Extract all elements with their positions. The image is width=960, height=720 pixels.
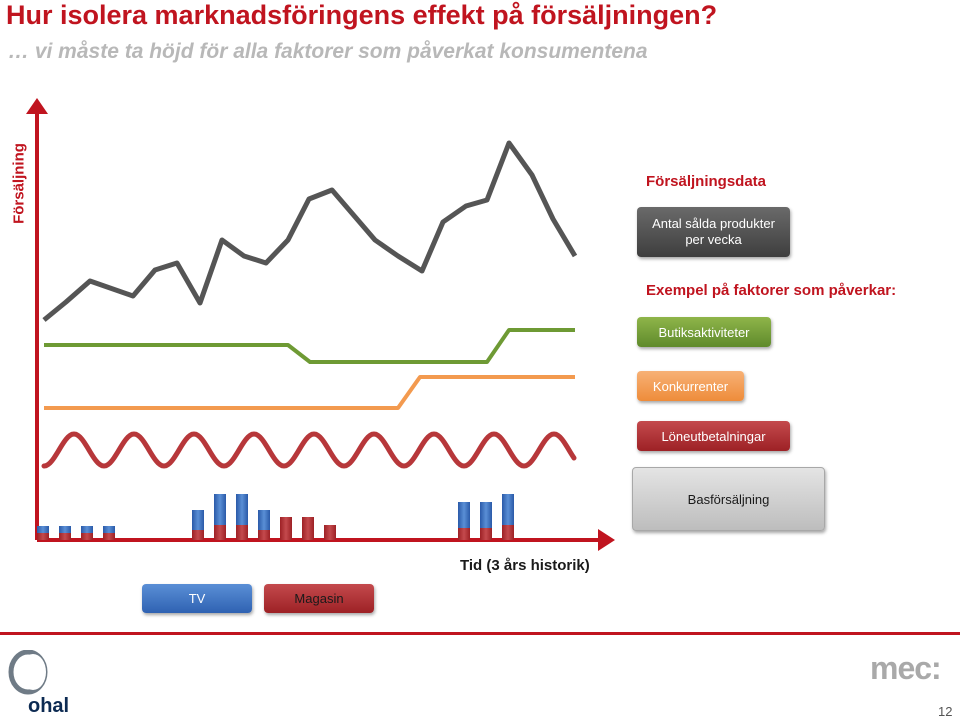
x-axis-label: Tid (3 års historik) xyxy=(460,557,590,574)
tv-bar xyxy=(236,494,248,540)
tv-bar xyxy=(37,526,49,540)
page-title: Hur isolera marknadsföringens effekt på … xyxy=(6,0,718,30)
base-sales-label: Basförsäljning xyxy=(632,467,825,531)
store-activities-line xyxy=(44,328,575,364)
wage-payments-wave xyxy=(41,431,577,469)
store-activities-label: Butiksaktiviteter xyxy=(637,317,771,347)
ohal-logo-text: ohal xyxy=(28,695,70,717)
tv-bar xyxy=(214,494,226,540)
tv-bar xyxy=(458,502,470,540)
tv-bar xyxy=(192,510,204,540)
magazine-label: Magasin xyxy=(264,584,374,613)
tv-bar xyxy=(59,526,71,540)
page-number: 12 xyxy=(938,704,953,719)
diagram-canvas xyxy=(26,98,615,551)
tv-bar xyxy=(258,510,270,540)
factors-heading: Exempel på faktorer som påverkar: xyxy=(646,282,897,299)
x-axis-arrow xyxy=(598,529,615,551)
sales-data-label: Antal sålda produkter per vecka xyxy=(637,207,790,257)
footer-divider xyxy=(0,632,960,635)
competitors-label: Konkurrenter xyxy=(637,371,744,401)
page-subtitle: … vi måste ta höjd för alla faktorer som… xyxy=(8,40,648,63)
magazine-bar xyxy=(280,517,292,540)
tv-bar xyxy=(502,494,514,540)
tv-bar xyxy=(480,502,492,540)
y-axis-arrow xyxy=(26,98,48,114)
competitors-line xyxy=(44,375,575,410)
tv-bar xyxy=(81,526,93,540)
sales-line xyxy=(42,140,578,322)
ohal-logo-mark xyxy=(8,650,48,695)
magazine-bar xyxy=(302,517,314,540)
mec-logo: mec: xyxy=(870,650,942,686)
tv-label: TV xyxy=(142,584,252,613)
sales-data-heading: Försäljningsdata xyxy=(646,173,767,190)
magazine-bar xyxy=(324,525,336,540)
tv-bar xyxy=(103,526,115,540)
wage-payments-label: Löneutbetalningar xyxy=(637,421,790,451)
